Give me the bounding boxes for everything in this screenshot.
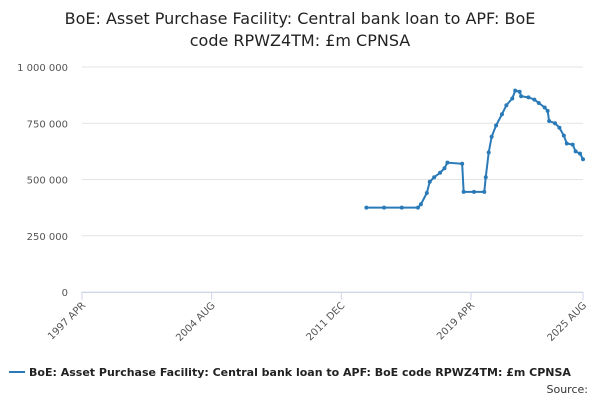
point (570, 142, 575, 147)
point (461, 189, 466, 194)
point (382, 205, 387, 210)
point (557, 125, 562, 130)
point (482, 189, 487, 194)
y-tick-label: 250 000 (27, 232, 68, 243)
legend-label: BoE: Asset Purchase Facility: Central ba… (29, 366, 571, 379)
point (438, 170, 443, 175)
point (578, 151, 583, 156)
point (364, 205, 369, 210)
point (415, 205, 420, 210)
point (532, 97, 537, 102)
point (494, 123, 499, 128)
point (445, 160, 450, 165)
point (424, 191, 429, 195)
point (418, 202, 423, 207)
point (517, 89, 522, 94)
chart-title: BoE: Asset Purchase Facility: Central ba… (65, 9, 536, 28)
point (486, 150, 491, 155)
y-tick-label: 1 000 000 (17, 63, 68, 74)
point (399, 205, 404, 210)
source: Source: (547, 383, 589, 396)
point (504, 103, 509, 108)
y-tick-label: 0 (62, 288, 68, 299)
y-tick-label: 500 000 (27, 176, 68, 187)
point (526, 95, 531, 100)
point (581, 157, 585, 162)
x-tick-label: 2004 AUG (174, 300, 218, 344)
x-tick-label: 2025 AUG (546, 300, 590, 344)
point (545, 108, 550, 113)
point (536, 101, 541, 105)
y-tick-label: 750 000 (27, 119, 68, 130)
point (460, 161, 465, 166)
x-tick-label: 2011 DEC (305, 300, 348, 343)
point (442, 166, 447, 171)
point (427, 179, 432, 184)
point (489, 134, 494, 139)
point (499, 112, 504, 117)
point (483, 175, 488, 180)
point (564, 141, 569, 146)
point (510, 96, 515, 101)
point (432, 175, 437, 180)
point (471, 189, 476, 194)
point (561, 133, 566, 138)
x-tick-label: 1997 APR (46, 300, 88, 342)
x-tick-label: 2019 APR (435, 300, 477, 342)
point (519, 94, 524, 99)
point (547, 119, 552, 123)
chart-title: code RPWZ4TM: £m CPNSA (190, 31, 411, 50)
point (513, 88, 518, 93)
point (573, 149, 578, 154)
point (542, 105, 547, 110)
point (553, 121, 558, 126)
